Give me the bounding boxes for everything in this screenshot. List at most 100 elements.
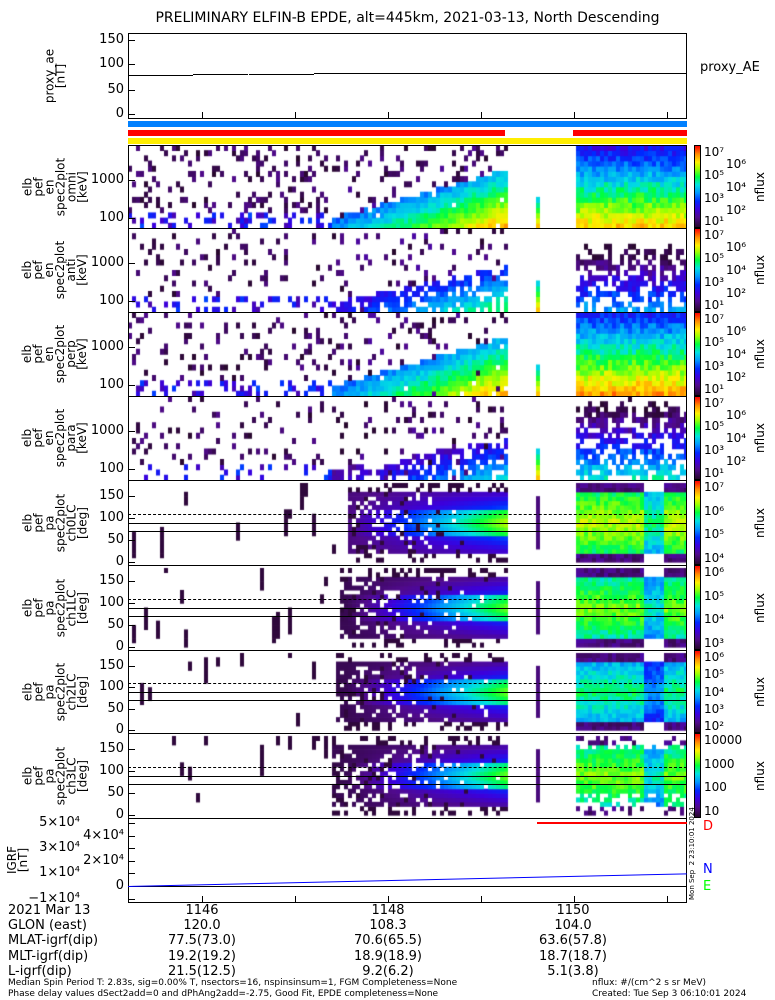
- energy-spectrogram-3: [128, 396, 687, 480]
- energy-panel-ylabel-1: elb pef en spec2plot anti [keV]: [20, 240, 89, 300]
- colorbar-6: [694, 650, 701, 733]
- pitch-angle-tick: 150: [99, 657, 124, 673]
- ephemeris-value: 19.2(19.2): [167, 948, 237, 964]
- proxy-ae-tick: 0: [115, 106, 124, 121]
- proxy-ae-line-segment: [128, 74, 193, 76]
- colorbar-7: [694, 733, 701, 818]
- igrf-legend-e: E: [703, 879, 712, 894]
- pitch-angle-tick-mark: [128, 647, 135, 648]
- ephemeris-label: GLON (east): [8, 918, 87, 934]
- colorbar-tick-label: 10¹: [704, 466, 725, 480]
- pitch-angle-panel-1: [128, 565, 687, 651]
- ephemeris-label: MLAT-igrf(dip): [8, 933, 99, 949]
- colorbar-3: [694, 396, 701, 480]
- colorbar-1: [694, 228, 701, 312]
- energy-panel-1: [128, 228, 687, 313]
- igrf-tick-mark: [128, 898, 135, 900]
- colorbar-tick-label: 10⁴: [726, 347, 747, 361]
- ephemeris-label: MLT-igrf(dip): [8, 948, 89, 964]
- pitch-angle-tick-mark: [128, 771, 135, 773]
- pitch-angle-tick-mark: [128, 687, 135, 689]
- energy-tick-mark: [128, 301, 135, 302]
- colorbar-label: nflux: [753, 760, 767, 791]
- igrf-zero-line: [128, 886, 687, 887]
- igrf-tick: 4×10⁴: [83, 827, 124, 843]
- colorbar-tick-label: 10⁷: [704, 228, 725, 242]
- colorbar-tick-label: 10³: [704, 274, 725, 289]
- pitch-angle-tick: 150: [99, 573, 124, 589]
- colorbar-tick-label: 10⁷: [704, 312, 725, 326]
- energy-panel-3: [128, 396, 687, 481]
- energy-spectrogram-0: [128, 145, 687, 228]
- footer-created: Created: Tue Sep 3 06:10:01 2024: [592, 989, 747, 999]
- energy-tick-mark: [128, 218, 135, 219]
- pitch-angle-tick-mark: [128, 793, 135, 795]
- proxy-ae-tick-mark: [128, 90, 135, 91]
- energy-panel-ylabel-0: elb pef en spec2plot omni [keV]: [20, 157, 89, 216]
- colorbar-tick-label: 10³: [704, 191, 725, 205]
- igrf-tick-mark: [128, 860, 135, 862]
- colorbar-label: nflux: [753, 339, 767, 369]
- loss-cone-line: [128, 784, 687, 786]
- status-bar-red: [128, 130, 505, 136]
- time-tick-mark: [202, 896, 203, 902]
- footer-units: nflux: #/(cm^2 s sr MeV): [592, 978, 706, 988]
- ephemeris-value: 77.5(73.0): [167, 933, 237, 949]
- colorbar-tick-label: 10⁴: [704, 612, 725, 627]
- pitch-angle-tick: 50: [107, 785, 124, 801]
- anti-loss-cone-dashed-line: [128, 766, 687, 768]
- pitch-angle-tick: 0: [115, 807, 124, 822]
- pitch-angle-panel-3: [128, 733, 687, 819]
- colorbar-tick-label: 10⁵: [704, 168, 725, 182]
- pitch-angle-panel-ylabel-0: elb pef pa spec2plot ch0LC [deg]: [20, 493, 89, 552]
- loss-cone-line: [128, 531, 687, 533]
- colorbar-tick-label: 10⁶: [704, 565, 725, 579]
- status-bar-blue: [128, 121, 687, 127]
- energy-panel-ylabel-2: elb pef en spec2plot perp [keV]: [20, 324, 89, 384]
- time-tick-mark: [481, 112, 482, 118]
- colorbar-tick-label: 10⁴: [726, 431, 747, 445]
- ephemeris-value: 18.9(18.9): [353, 948, 423, 964]
- loss-cone-line: [128, 607, 687, 609]
- time-tick-mark: [388, 112, 389, 118]
- ephemeris-value: 104.0: [554, 918, 592, 934]
- colorbar-tick-label: 10⁴: [704, 684, 725, 699]
- pitch-angle-tick: 150: [99, 488, 124, 504]
- pitch-angle-tick-mark: [128, 708, 135, 710]
- anti-loss-cone-dashed-line: [128, 598, 687, 600]
- colorbar-label: nflux: [753, 255, 767, 285]
- igrf-legend-d: D: [703, 819, 714, 834]
- colorbar-label: nflux: [753, 592, 767, 623]
- pitch-angle-tick: 0: [115, 554, 124, 569]
- ephemeris-value: 1146: [185, 903, 219, 918]
- time-tick-mark: [388, 896, 389, 902]
- colorbar-tick-label: 10: [704, 804, 720, 818]
- energy-panel-2: [128, 312, 687, 397]
- colorbar-tick-label: 10³: [704, 442, 725, 457]
- colorbar-tick-label: 10²: [704, 719, 725, 733]
- pitch-angle-tick-mark: [128, 562, 135, 563]
- energy-tick-mark: [128, 347, 135, 348]
- colorbar-0: [694, 145, 701, 228]
- loss-cone-line: [128, 616, 687, 618]
- colorbar-tick-label: 10⁶: [726, 323, 747, 338]
- colorbar-tick-label: 10⁴: [726, 263, 747, 277]
- time-tick-mark: [574, 896, 575, 902]
- colorbar-label: nflux: [753, 171, 767, 202]
- colorbar-4: [694, 480, 701, 565]
- energy-tick: 1000: [90, 255, 124, 270]
- energy-tick: 1000: [90, 423, 124, 438]
- colorbar-5: [694, 565, 701, 650]
- colorbar-label: nflux: [753, 676, 767, 707]
- ephemeris-value: 21.5(12.5): [167, 963, 237, 979]
- loss-cone-line: [128, 522, 687, 524]
- energy-tick-mark: [128, 385, 135, 386]
- ephemeris-value: 18.7(18.7): [538, 948, 608, 964]
- colorbar-tick-label: 10²: [726, 202, 747, 217]
- igrf-ylabel: IGRF [nT]: [5, 845, 30, 875]
- colorbar-tick-label: 10⁶: [704, 650, 725, 664]
- igrf-tick: 1×10⁴: [39, 865, 80, 881]
- ephemeris-value: 70.6(65.5): [353, 933, 423, 949]
- pitch-angle-tick: 50: [107, 700, 124, 716]
- footer-line-2: Phase delay values dSect2add=0 and dPhAn…: [8, 989, 439, 999]
